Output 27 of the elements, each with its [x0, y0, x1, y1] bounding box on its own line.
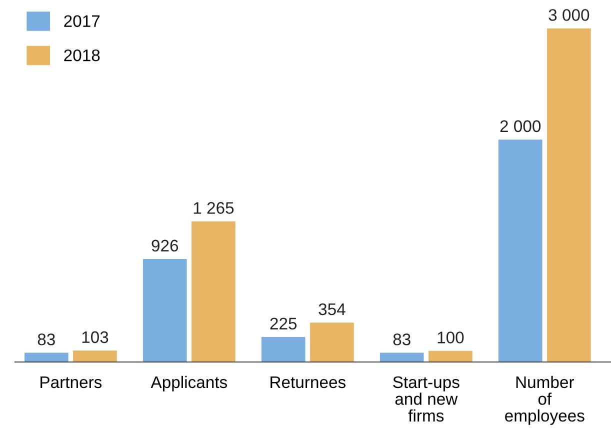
- bar: [73, 350, 117, 362]
- data-label: 2 000: [500, 120, 541, 132]
- data-label: 1 265: [194, 202, 234, 214]
- data-label: 83: [393, 334, 410, 346]
- legend-label: 2017: [64, 15, 100, 27]
- bar: [547, 28, 591, 362]
- x-tick-label: Number of employees: [505, 376, 584, 425]
- legend-label: 2018: [64, 49, 100, 62]
- bar: [142, 259, 187, 362]
- bar: [380, 352, 424, 362]
- data-label: 225: [270, 318, 297, 330]
- x-tick-label: Applicants: [150, 376, 228, 392]
- x-tick-label: Partners: [40, 376, 102, 388]
- bar: [24, 352, 68, 362]
- bar: [192, 221, 236, 362]
- x-tick-label: Returnees: [270, 376, 346, 388]
- bar: [428, 350, 472, 362]
- x-tick-label: Start-ups and new firms: [393, 376, 460, 422]
- bar: [310, 322, 354, 362]
- data-label: 103: [82, 331, 108, 344]
- bar: [498, 140, 542, 362]
- data-label: 3 000: [548, 9, 590, 21]
- data-label: 926: [152, 240, 178, 252]
- data-label: 100: [438, 332, 464, 344]
- bar: [261, 336, 306, 362]
- data-label: 354: [318, 303, 346, 316]
- data-label: 83: [38, 334, 55, 346]
